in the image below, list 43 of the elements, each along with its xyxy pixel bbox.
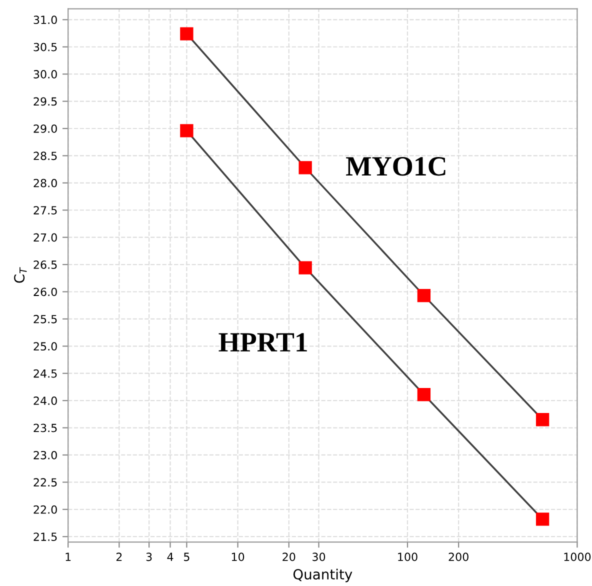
y-tick-label: 30.5: [34, 42, 57, 52]
y-tick-label: 24.5: [34, 369, 57, 378]
y-tick-label: 24.0: [34, 396, 57, 405]
y-axis-title: C$_{T}$: [14, 267, 27, 283]
y-tick-label: 29.5: [34, 97, 57, 106]
y-tick-label: 21.5: [34, 532, 57, 541]
x-tick-label: 10: [232, 552, 244, 562]
annotation: HPRT1: [218, 333, 307, 352]
x-axis-title: Quantity: [293, 568, 352, 582]
x-tick-label: 2: [116, 552, 122, 561]
y-tick-label: 26.5: [34, 260, 57, 269]
x-tick-label: 4: [167, 552, 174, 561]
x-tick-label: 5: [184, 552, 190, 562]
y-tick-label: 26.0: [34, 288, 57, 296]
y-tick-label: 23.5: [34, 424, 57, 432]
point: [298, 161, 312, 174]
y-tick-label: 30.0: [34, 70, 57, 78]
point: [180, 27, 194, 40]
x-tick-label: 30: [312, 552, 326, 562]
x-tick-label: 20: [282, 552, 296, 562]
point: [417, 288, 431, 302]
y-tick-label: 27.5: [34, 206, 57, 214]
annotation: MYO1C: [346, 157, 446, 176]
y-tick-label: 23.0: [34, 450, 57, 460]
point: [417, 388, 431, 402]
y-tick-label: 31.0: [34, 16, 57, 24]
y-tick-label: 22.5: [34, 478, 57, 487]
x-tick-label: 100: [398, 552, 418, 562]
point: [536, 512, 550, 526]
point: [298, 261, 312, 274]
y-tick-label: 22.0: [34, 505, 57, 514]
point: [180, 124, 194, 138]
y-tick-label: 25.0: [34, 342, 57, 351]
y-tick-label: 28.5: [34, 152, 57, 160]
y-tick-label: 25.5: [34, 314, 57, 324]
y-tick-label: 29.0: [34, 124, 57, 133]
x-tick-label: 1: [66, 552, 71, 561]
x-tick-label: 3: [146, 552, 152, 562]
point: [536, 413, 550, 426]
x-tick-label: 200: [448, 552, 468, 562]
y-tick-label: 28.0: [34, 178, 57, 188]
x-tick-label: 1000: [564, 552, 591, 562]
y-tick-label: 27.0: [34, 233, 57, 242]
